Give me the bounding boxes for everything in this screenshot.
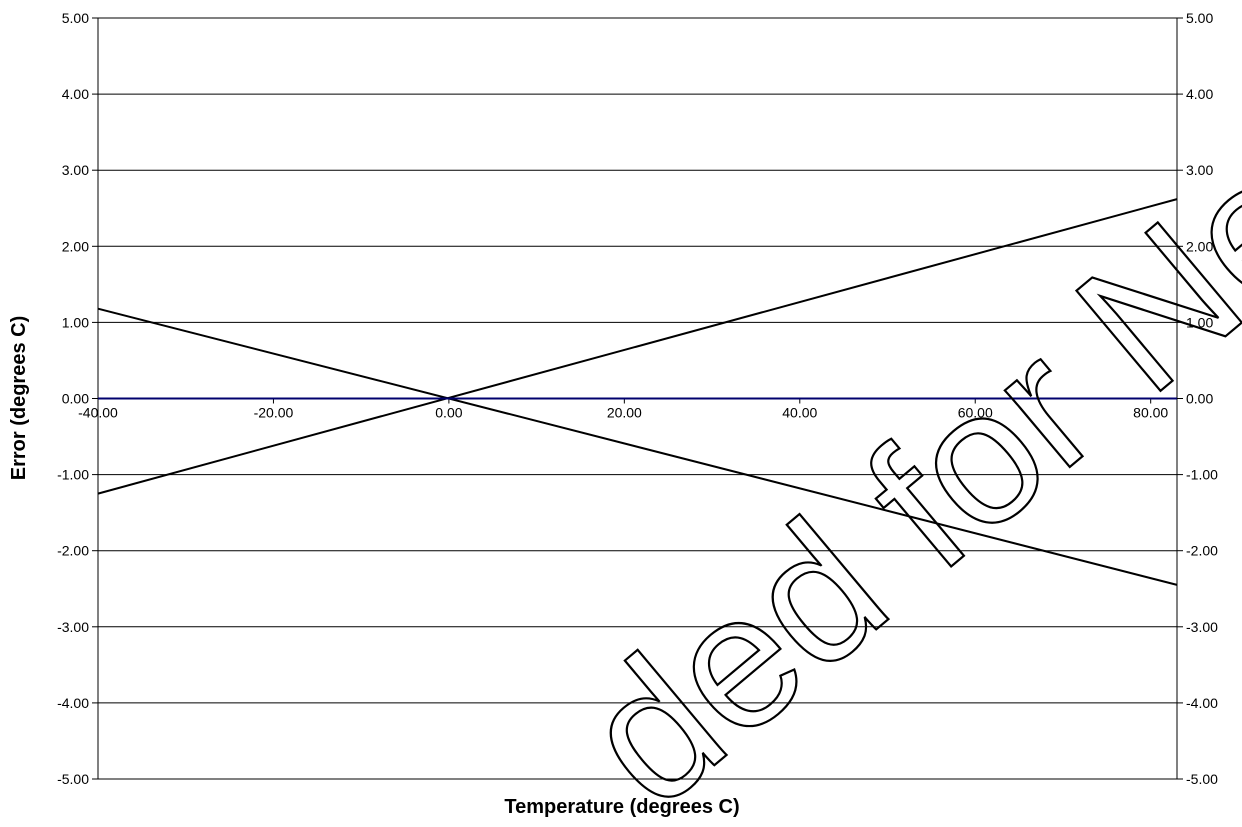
x-tick-label: -40.00 bbox=[78, 405, 118, 421]
y-tick-label-left: 1.00 bbox=[62, 314, 89, 330]
x-tick-label: 0.00 bbox=[435, 405, 462, 421]
y-tick-label-right: 3.00 bbox=[1186, 162, 1213, 178]
y-tick-label-left: 3.00 bbox=[62, 162, 89, 178]
x-tick-label: 20.00 bbox=[607, 405, 642, 421]
y-tick-label-left: -1.00 bbox=[57, 467, 89, 483]
series-lines bbox=[97, 198, 1178, 586]
y-tick-label-right: -4.00 bbox=[1186, 695, 1218, 711]
x-tick-label: 60.00 bbox=[958, 405, 993, 421]
y-tick-label-right: 1.00 bbox=[1186, 314, 1213, 330]
y-tick-label-right: 2.00 bbox=[1186, 238, 1213, 254]
series-line-2 bbox=[97, 307, 1178, 586]
y-tick-label-left: -2.00 bbox=[57, 543, 89, 559]
y-tick-label-right: 4.00 bbox=[1186, 86, 1213, 102]
y-tick-label-left: -4.00 bbox=[57, 695, 89, 711]
y-tick-label-left: -5.00 bbox=[57, 771, 89, 787]
y-tick-label-right: -3.00 bbox=[1186, 619, 1218, 635]
x-tick-label: -20.00 bbox=[254, 405, 294, 421]
tick-labels: 5.00 5.00 4.00 4.00 3.00 3.00 2.00 2.00 1.00 1.00… bbox=[57, 10, 1218, 787]
y-tick-label-left: -3.00 bbox=[57, 619, 89, 635]
y-tick-label-left: 4.00 bbox=[62, 86, 89, 102]
x-tick-label: 40.00 bbox=[782, 405, 817, 421]
y-tick-label-right: -5.00 bbox=[1186, 771, 1218, 787]
y-tick-label-left: 5.00 bbox=[62, 10, 89, 26]
y-tick-label-left: 0.00 bbox=[62, 391, 89, 407]
series-line-1 bbox=[97, 198, 1178, 495]
y-tick-label-left: 2.00 bbox=[62, 238, 89, 254]
x-axis-title: Temperature (degrees C) bbox=[504, 796, 739, 818]
x-tick-label: 80.00 bbox=[1133, 405, 1168, 421]
y-tick-label-right: -2.00 bbox=[1186, 543, 1218, 559]
grid-lines bbox=[98, 17, 1177, 780]
y-axis-title: Error (degrees C) bbox=[8, 316, 30, 481]
y-tick-label-right: 0.00 bbox=[1186, 391, 1213, 407]
y-tick-label-right: -1.00 bbox=[1186, 467, 1218, 483]
y-tick-label-right: 5.00 bbox=[1186, 10, 1213, 26]
